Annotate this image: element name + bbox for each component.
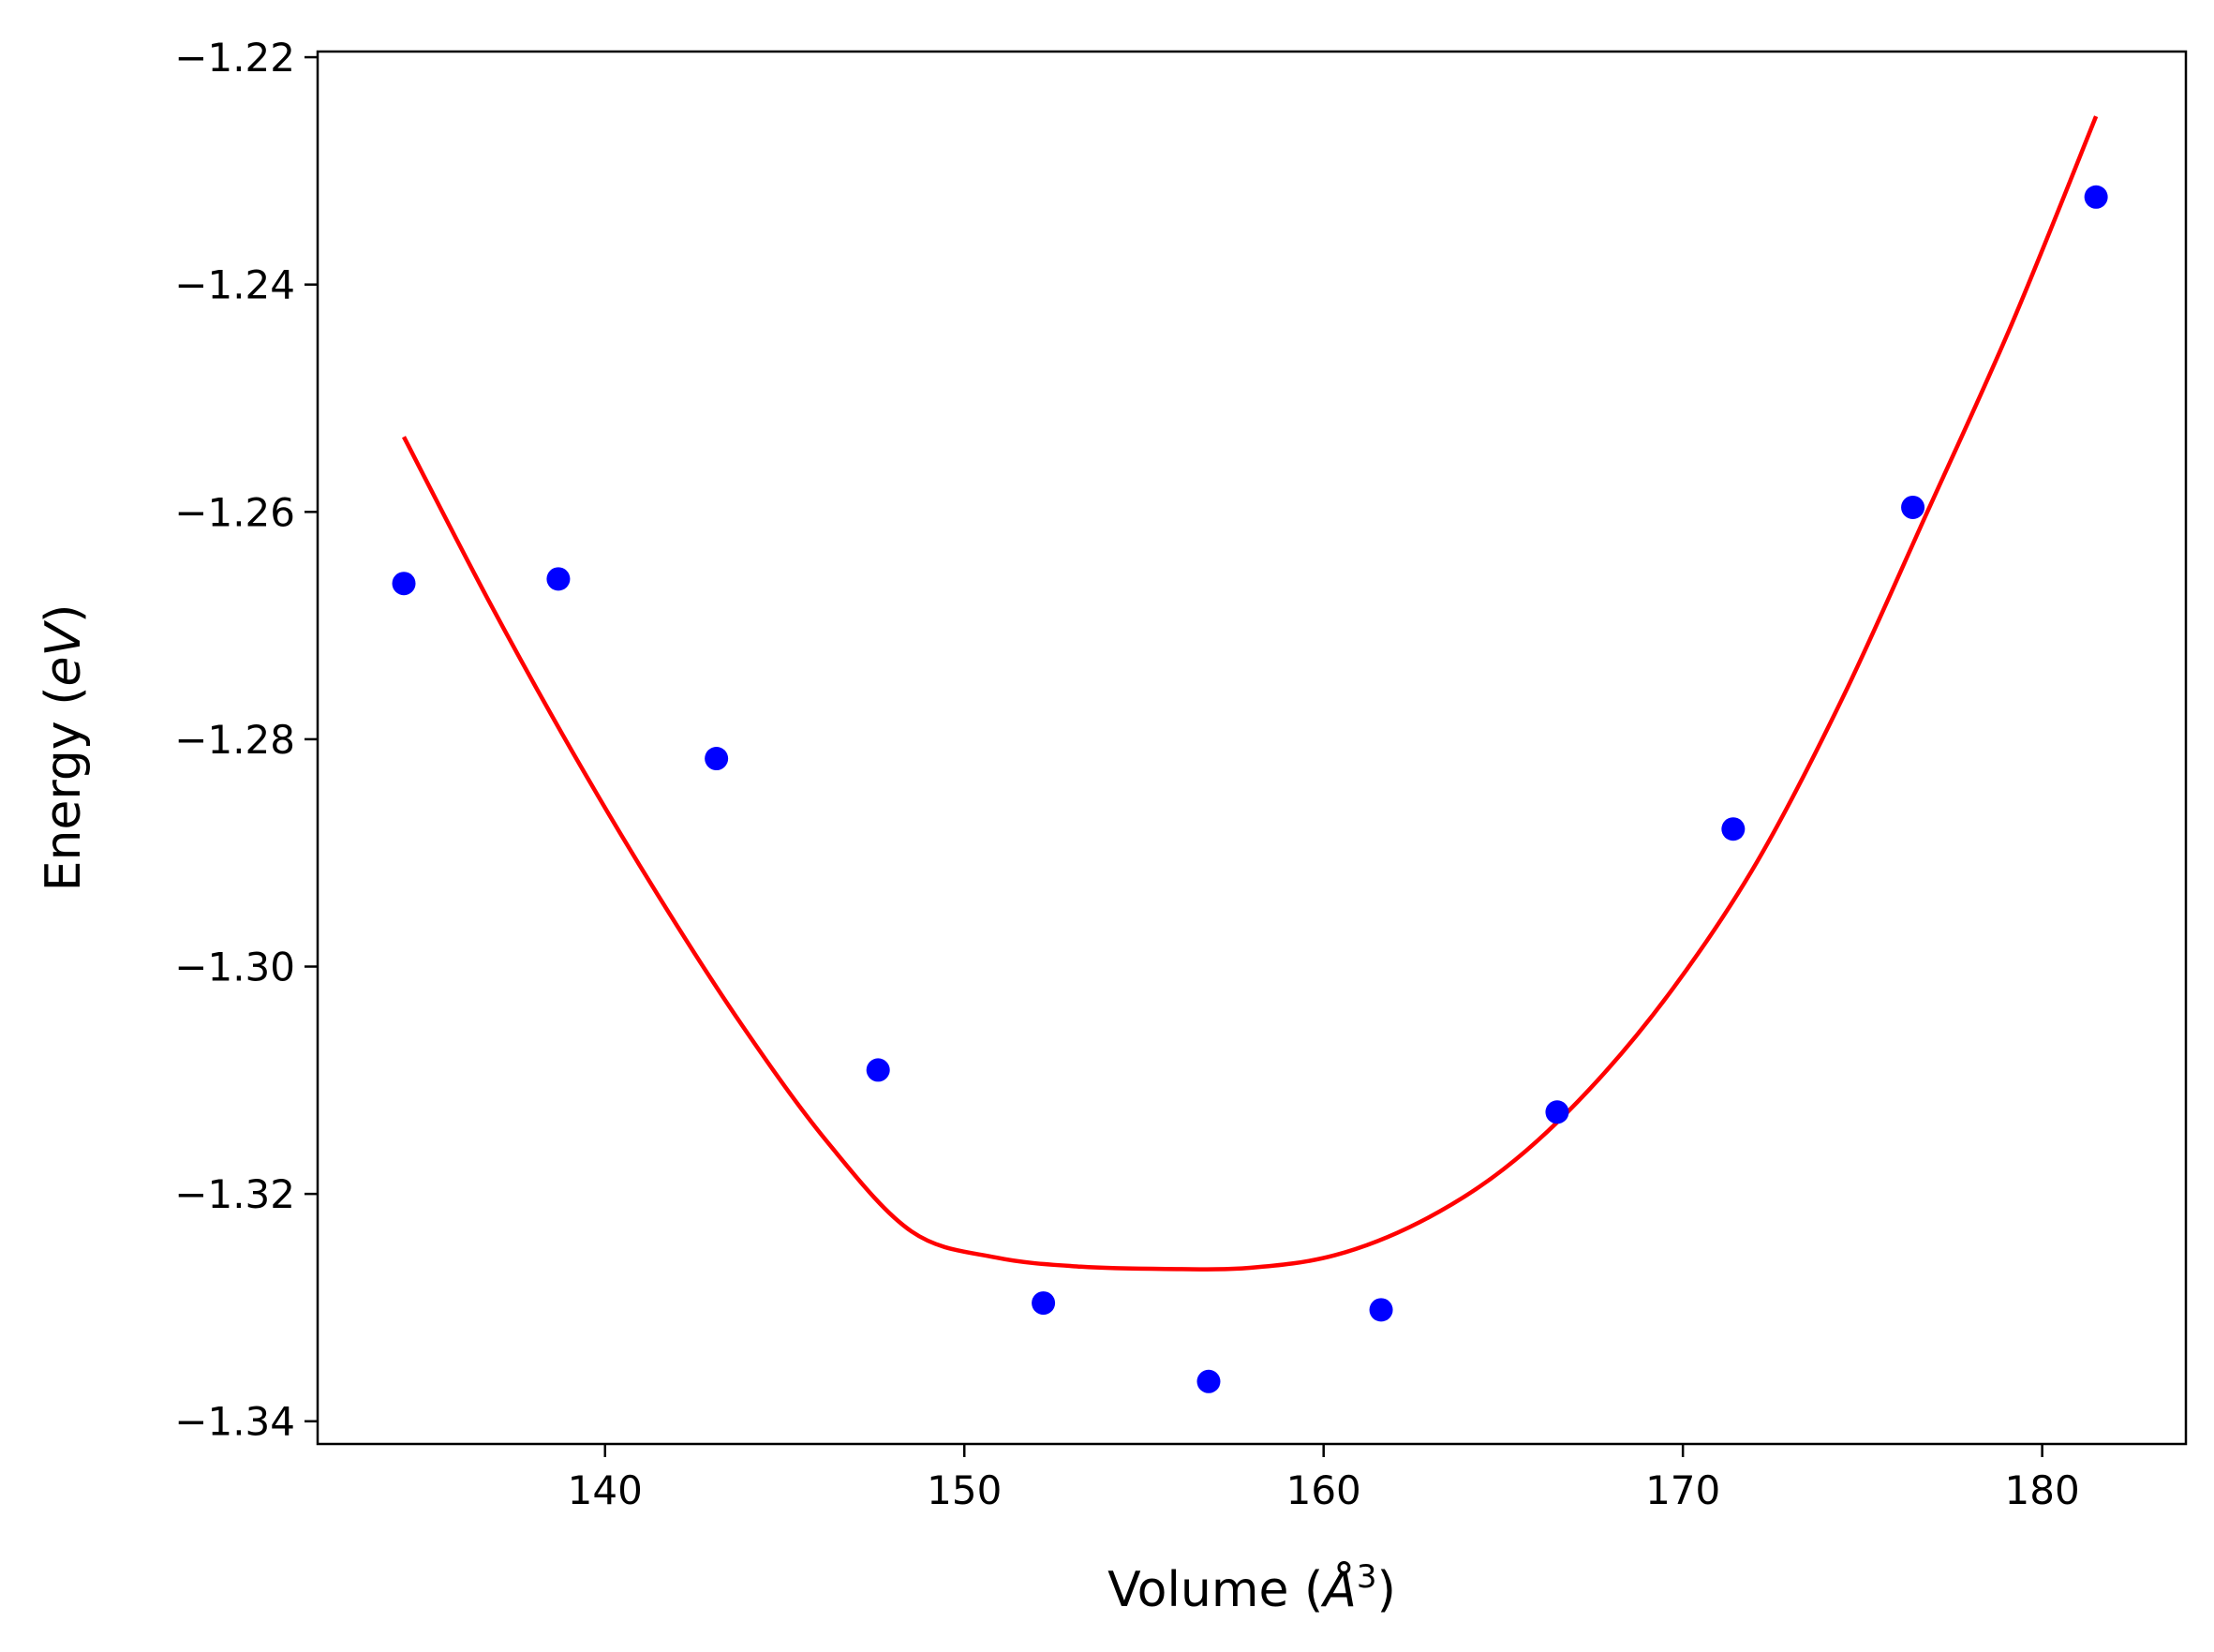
y-tick-label: −1.22 — [174, 35, 295, 81]
x-tick-label: 180 — [2005, 1467, 2080, 1513]
y-tick-label: −1.34 — [174, 1399, 295, 1445]
x-tick-label: 170 — [1645, 1467, 1720, 1513]
x-axis-label: Volume (Å3) — [1107, 1558, 1396, 1618]
data-point — [1545, 1100, 1569, 1124]
data-point — [1901, 495, 1925, 519]
data-point — [866, 1058, 890, 1082]
x-axis-ticks: 140 150 160 170 180 — [568, 1444, 2080, 1513]
data-point — [705, 747, 729, 771]
data-point — [1196, 1369, 1221, 1393]
y-tick-label: −1.32 — [174, 1171, 295, 1217]
data-point — [1721, 817, 1746, 841]
data-series — [392, 115, 2108, 1393]
x-tick-label: 150 — [927, 1467, 1002, 1513]
y-tick-label: −1.30 — [174, 945, 295, 990]
y-axis-ticks: −1.34 −1.32 −1.30 −1.28 −1.26 −1.24 −1.22 — [174, 35, 318, 1445]
data-point — [2084, 185, 2108, 209]
data-point — [392, 572, 416, 596]
y-tick-label: −1.26 — [174, 489, 295, 535]
x-tick-label: 160 — [1286, 1467, 1361, 1513]
plot-frame — [316, 50, 2188, 1446]
y-tick-label: −1.24 — [174, 262, 295, 308]
fit-curve — [402, 115, 2099, 1272]
data-point — [1032, 1291, 1056, 1316]
plot-area — [318, 52, 2186, 1444]
data-point — [546, 567, 571, 591]
y-axis-label: Energy (eV) — [36, 604, 92, 892]
x-tick-label: 140 — [568, 1467, 643, 1513]
y-tick-label: −1.28 — [174, 717, 295, 763]
data-point — [1369, 1298, 1393, 1322]
